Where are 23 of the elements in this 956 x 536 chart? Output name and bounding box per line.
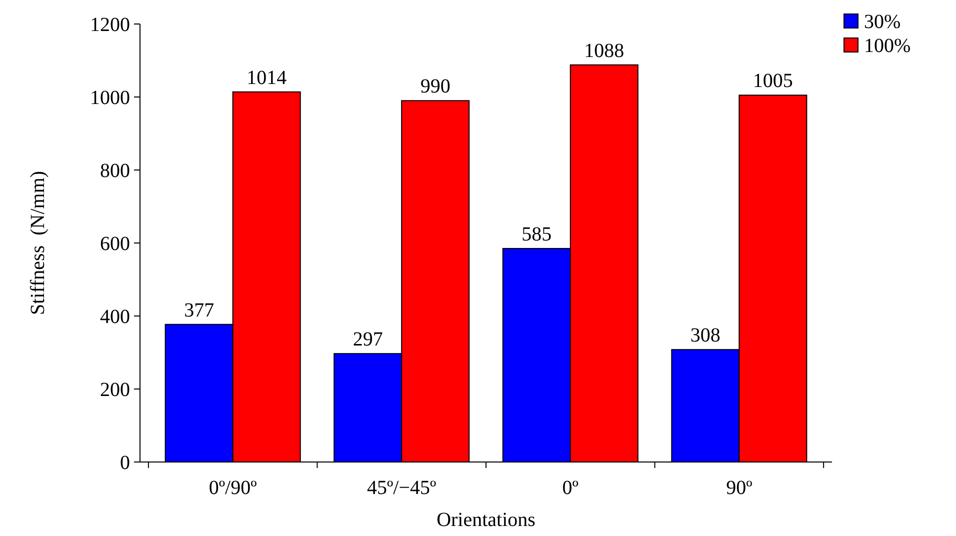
y-tick-label: 600 — [100, 233, 130, 255]
data-label: 297 — [352, 328, 383, 351]
legend-label: 100% — [864, 35, 911, 57]
x-axis-title: Orientations — [436, 509, 536, 531]
data-label: 990 — [420, 76, 450, 98]
data-label: 1014 — [246, 66, 287, 89]
y-tick-label: 400 — [100, 306, 130, 328]
legend-label: 30% — [864, 11, 901, 33]
x-tick-label: 0º/90º — [208, 477, 257, 499]
y-axis-title: Stiffness (N/mm) — [27, 170, 49, 316]
y-tick-label: 800 — [100, 160, 130, 182]
data-label: 585 — [522, 223, 552, 246]
x-tick-label: 0º — [562, 477, 578, 499]
data-label: 308 — [690, 324, 720, 347]
x-tick-label: 45º/−45º — [366, 477, 436, 499]
y-tick-label: 200 — [100, 379, 130, 401]
x-tick-label: 90º — [726, 477, 752, 499]
data-label: 377 — [184, 299, 214, 322]
data-label: 1088 — [584, 40, 624, 62]
y-tick-label: 1200 — [90, 14, 130, 36]
y-tick-label: 1000 — [90, 87, 130, 109]
y-tick-label: 0 — [120, 452, 130, 474]
data-label: 1005 — [752, 70, 793, 92]
